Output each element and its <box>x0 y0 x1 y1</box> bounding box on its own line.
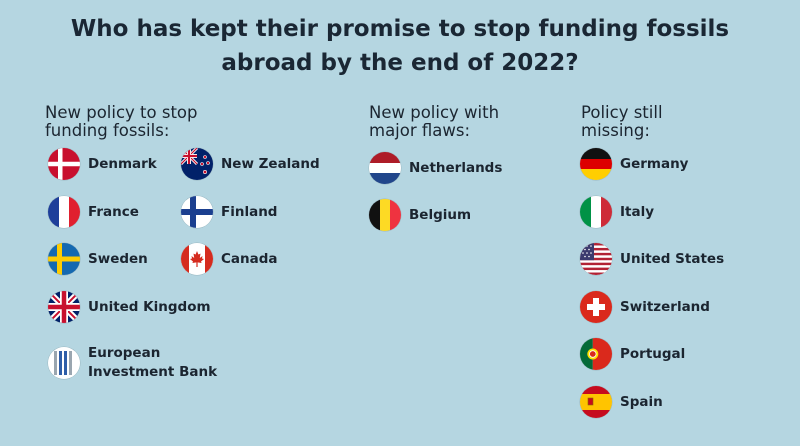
spain-flag-icon <box>580 386 612 418</box>
country-name: France <box>88 203 139 220</box>
france-flag-icon <box>48 196 80 228</box>
page-title: Who has kept their promise to stop fundi… <box>0 12 800 80</box>
list-item-united-states: United States <box>580 243 724 275</box>
title-line-2: abroad by the end of 2022? <box>221 50 579 76</box>
list-item-sweden: Sweden <box>48 243 148 275</box>
country-name: Switzerland <box>620 298 710 315</box>
country-name: Sweden <box>88 250 148 267</box>
list-item-germany: Germany <box>580 148 688 180</box>
country-name: United States <box>620 250 725 267</box>
country-name: Italy <box>620 203 655 220</box>
name-line: European <box>88 345 161 361</box>
portugal-flag-icon <box>580 338 612 370</box>
united-kingdom-flag-icon <box>48 291 80 323</box>
list-item-european-investment-bank: European Investment Bank <box>48 344 217 382</box>
list-item-denmark: Denmark <box>48 148 157 180</box>
list-item-canada: Canada <box>181 243 278 275</box>
country-name: Finland <box>221 203 278 220</box>
canada-flag-icon <box>181 243 213 275</box>
country-name: Spain <box>620 393 663 410</box>
title-line-1: Who has kept their promise to stop fundi… <box>70 16 730 42</box>
list-item-italy: Italy <box>580 196 654 228</box>
country-name: Netherlands <box>409 159 503 176</box>
list-item-new-zealand: New Zealand <box>181 148 320 180</box>
country-name: Canada <box>221 250 278 267</box>
column-heading-still-missing: Policy still missing: <box>581 104 663 140</box>
netherlands-flag-icon <box>369 152 401 184</box>
name-line: Investment Bank <box>88 364 218 380</box>
column-heading-line: Policy still <box>581 103 663 122</box>
column-heading-line: New policy with <box>369 103 500 122</box>
germany-flag-icon <box>580 148 612 180</box>
list-item-finland: Finland <box>181 196 277 228</box>
country-name: Belgium <box>409 206 472 223</box>
belgium-flag-icon <box>369 199 401 231</box>
column-heading-new-policy: New policy to stop funding fossils: <box>45 104 198 140</box>
list-item-belgium: Belgium <box>369 199 471 231</box>
italy-flag-icon <box>580 196 612 228</box>
country-name: United Kingdom <box>88 298 211 315</box>
country-name: New Zealand <box>221 155 320 172</box>
column-heading-line: funding fossils: <box>45 121 170 140</box>
list-item-switzerland: Switzerland <box>580 291 710 323</box>
country-name: Portugal <box>620 345 686 362</box>
new-zealand-flag-icon <box>181 148 213 180</box>
column-heading-line: major flaws: <box>369 121 471 140</box>
column-heading-major-flaws: New policy with major flaws: <box>369 104 499 140</box>
united-states-flag-icon <box>580 243 612 275</box>
switzerland-flag-icon <box>580 291 612 323</box>
country-name: European Investment Bank <box>88 344 217 382</box>
list-item-united-kingdom: United Kingdom <box>48 291 211 323</box>
list-item-netherlands: Netherlands <box>369 152 502 184</box>
column-heading-line: New policy to stop <box>45 103 198 122</box>
denmark-flag-icon <box>48 148 80 180</box>
list-item-portugal: Portugal <box>580 338 685 370</box>
list-item-spain: Spain <box>580 386 663 418</box>
country-name: Germany <box>620 155 689 172</box>
country-name: Denmark <box>88 155 157 172</box>
finland-flag-icon <box>181 196 213 228</box>
list-item-france: France <box>48 196 139 228</box>
sweden-flag-icon <box>48 243 80 275</box>
column-heading-line: missing: <box>581 121 650 140</box>
european-investment-bank-logo-icon <box>48 347 80 379</box>
